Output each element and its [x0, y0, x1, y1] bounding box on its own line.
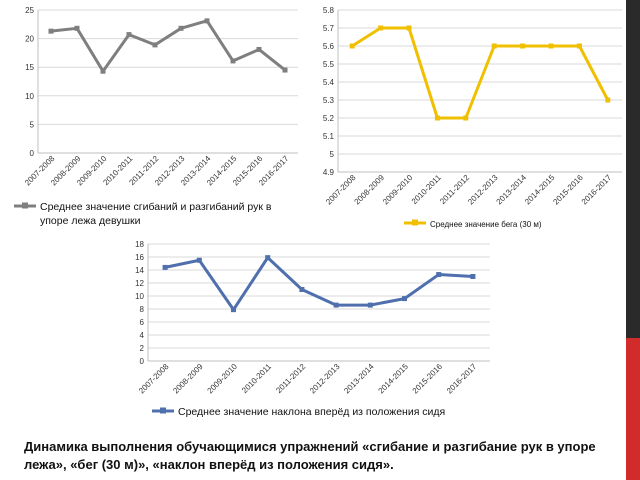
x-tick-label: 2015-2016 [411, 362, 445, 396]
y-tick-label: 2 [140, 344, 145, 353]
x-tick-label: 2013-2014 [342, 362, 376, 396]
y-tick-label: 16 [135, 253, 144, 262]
y-tick-label: 0 [30, 149, 35, 158]
data-point [402, 296, 407, 302]
x-tick-label: 2014-2015 [376, 362, 410, 396]
slide-edge-accent [626, 338, 640, 480]
x-tick-label: 2011-2012 [274, 362, 307, 395]
y-tick-label: 5.3 [323, 96, 335, 105]
data-point [605, 97, 611, 103]
data-point [204, 18, 210, 24]
series-line [50, 19, 286, 73]
x-tick-label: 2008-2009 [171, 362, 205, 396]
y-tick-label: 8 [140, 305, 145, 314]
data-point [576, 43, 582, 49]
y-tick-label: 14 [135, 266, 144, 275]
legend-label: Среднее значение наклона вперёд из полож… [178, 406, 445, 418]
data-point [299, 287, 305, 292]
data-point [196, 257, 202, 263]
legend-swatch-marker [160, 407, 166, 414]
data-point [436, 272, 442, 278]
y-tick-label: 0 [140, 357, 145, 366]
y-tick-label: 18 [135, 240, 144, 249]
data-point [548, 43, 554, 49]
y-tick-label: 5 [330, 150, 335, 159]
data-point [378, 25, 384, 31]
y-tick-label: 5.4 [323, 78, 335, 87]
data-point [126, 32, 132, 38]
data-point [74, 25, 80, 31]
data-point [162, 264, 168, 270]
series-line [164, 256, 473, 312]
y-tick-label: 15 [25, 63, 34, 72]
y-tick-label: 20 [25, 35, 34, 44]
x-tick-label: 2012-2013 [308, 362, 342, 396]
y-tick-label: 10 [135, 292, 144, 301]
y-tick-label: 5.1 [323, 132, 335, 141]
data-point [349, 43, 355, 49]
legend-swatch-marker [412, 219, 418, 226]
data-point [367, 302, 373, 308]
data-point [406, 25, 412, 31]
run-30m-chart: 4.955.15.25.35.45.55.65.75.82007-2008200… [323, 6, 622, 229]
data-point [256, 46, 262, 52]
data-point [265, 255, 271, 261]
legend-label: Среднее значение сгибаний и разгибаний р… [40, 201, 272, 213]
x-tick-label: 2016-2017 [580, 173, 614, 207]
y-tick-label: 25 [25, 6, 34, 15]
data-point [434, 115, 440, 121]
pushups-chart: 05101520252007-20082008-20092009-2010201… [14, 6, 298, 227]
series-line [351, 26, 610, 120]
x-tick-label: 2009-2010 [381, 173, 415, 207]
y-tick-label: 5.6 [323, 42, 335, 51]
slide-caption: Динамика выполнения обучающимися упражне… [24, 439, 596, 472]
data-point [520, 43, 526, 49]
legend-swatch-marker [22, 202, 28, 209]
data-point [230, 58, 236, 64]
data-point [231, 307, 236, 313]
x-tick-label: 2009-2010 [205, 362, 239, 396]
legend-label-line2: упоре лежа девушки [40, 215, 141, 227]
y-tick-label: 5.7 [323, 24, 335, 33]
data-point [470, 274, 476, 279]
x-tick-label: 2010-2011 [240, 362, 273, 395]
legend-label: Среднее значение бега (30 м) [430, 220, 542, 229]
data-point [100, 68, 106, 74]
data-point [178, 25, 184, 31]
y-tick-label: 5.8 [323, 6, 335, 15]
y-tick-label: 4.9 [323, 168, 335, 177]
data-point [463, 115, 469, 121]
data-point [491, 43, 497, 49]
y-tick-label: 5 [30, 120, 35, 129]
data-point [282, 67, 288, 73]
y-tick-label: 5.2 [323, 114, 335, 123]
data-point [152, 42, 158, 48]
data-point [333, 302, 339, 308]
data-point [48, 28, 54, 34]
y-tick-label: 6 [140, 318, 145, 327]
x-tick-label: 2016-2017 [445, 362, 479, 396]
x-tick-label: 2007-2008 [137, 362, 171, 396]
y-tick-label: 10 [25, 92, 34, 101]
y-tick-label: 12 [135, 279, 144, 288]
y-tick-label: 4 [140, 331, 145, 340]
y-tick-label: 5.5 [323, 60, 335, 69]
forward-bend-chart: 0 2 4 6 8 10 12 14 16 18 2007-2008 2008-2009 2009-20… [135, 240, 490, 418]
